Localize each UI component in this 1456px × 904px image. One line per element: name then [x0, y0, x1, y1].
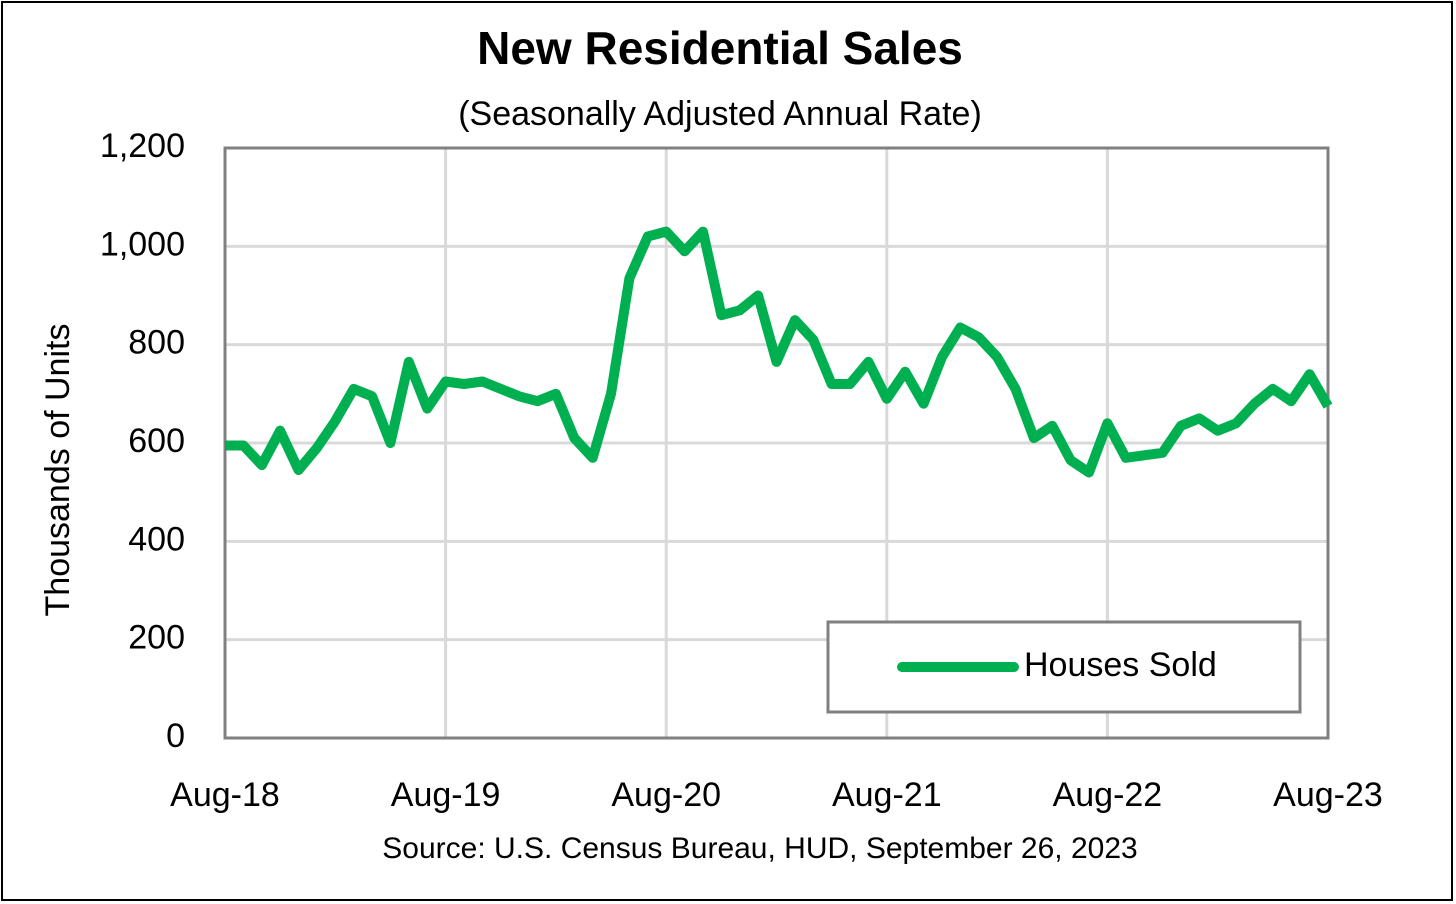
x-tick-label: Aug-21: [832, 776, 942, 814]
y-tick-label: 400: [128, 520, 185, 558]
x-tick-label: Aug-20: [611, 776, 721, 814]
y-tick-label: 800: [128, 324, 185, 362]
y-tick-label: 0: [166, 717, 185, 755]
x-tick-label: Aug-23: [1273, 776, 1383, 814]
y-tick-label: 600: [128, 422, 185, 460]
y-tick-label: 1,000: [100, 225, 185, 263]
legend-label: Houses Sold: [1024, 646, 1217, 684]
x-tick-label: Aug-22: [1053, 776, 1163, 814]
y-axis-label: Thousands of Units: [39, 324, 77, 617]
y-tick-label: 200: [128, 619, 185, 657]
x-tick-label: Aug-18: [170, 776, 280, 814]
source-note: Source: U.S. Census Bureau, HUD, Septemb…: [382, 832, 1137, 865]
line: [225, 226, 1333, 478]
chart-title: New Residential Sales: [477, 22, 963, 74]
x-tick-label: Aug-19: [391, 776, 501, 814]
y-tick-label: 1,200: [100, 127, 185, 165]
chart-subtitle: (Seasonally Adjusted Annual Rate): [458, 95, 982, 133]
